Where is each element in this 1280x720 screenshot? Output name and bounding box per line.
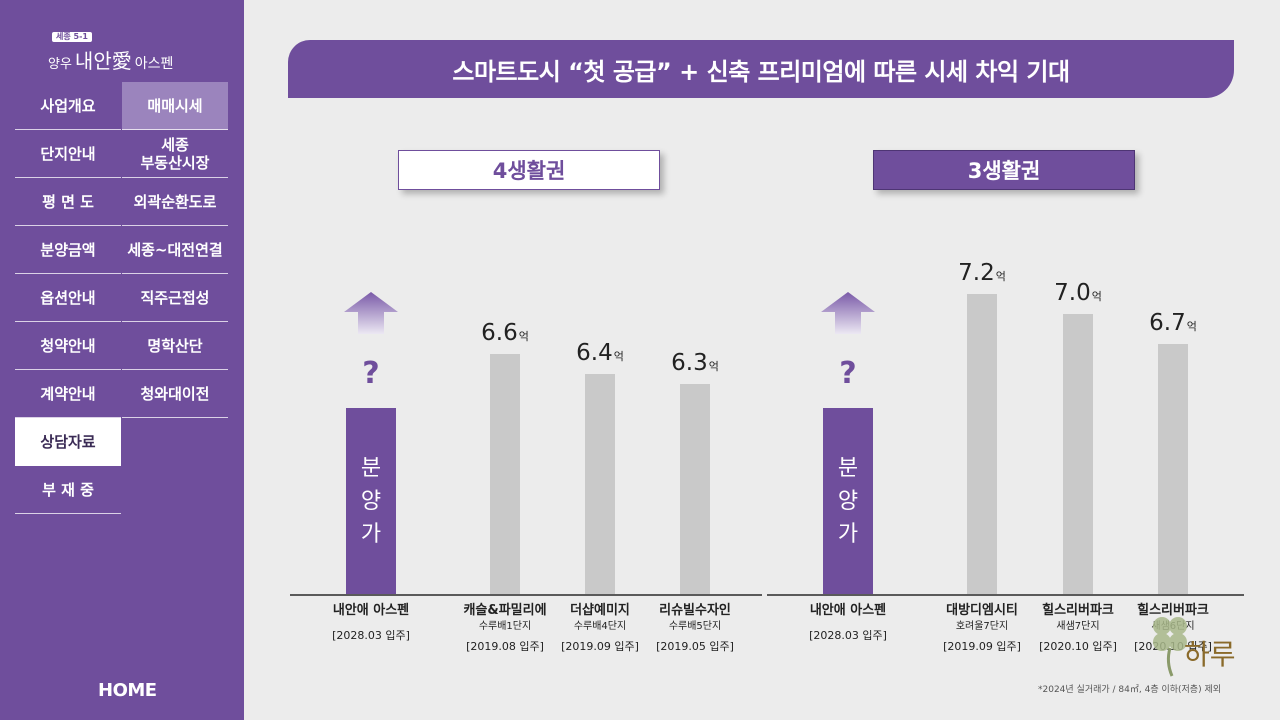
category-subname: 호려울7단지 (955, 621, 1009, 632)
nav-item-complex[interactable]: 단지안내 (15, 130, 121, 178)
category-subname: 수루배4단지 (573, 621, 627, 632)
hero-char: 가 (360, 521, 382, 547)
bar-value-label: 6.7억 (1149, 310, 1197, 336)
bar-value-label: 6.3억 (671, 350, 719, 376)
hero-char: 분 (837, 455, 859, 481)
bar-value-label: 7.0억 (1054, 280, 1102, 306)
move-in-date: [2020.10 입주] (1039, 640, 1117, 653)
category-label: 내안애 아스펜 [2028.03 입주] (316, 602, 426, 644)
nav-item-options[interactable]: 옵션안내 (15, 274, 121, 322)
move-in-date: [2019.08 입주] (466, 640, 544, 653)
move-in-date: [2019.09 입주] (943, 640, 1021, 653)
bar-2 (1063, 314, 1093, 594)
page-title: 스마트도시 “첫 공급” + 신축 프리미엄에 따른 시세 차익 기대 (288, 40, 1234, 98)
question-mark: ? (839, 356, 857, 391)
brand-logo[interactable]: 세종 5-1 양우 내안愛 아스펜 (48, 24, 173, 74)
nav-item-consulting[interactable]: 상담자료 (15, 418, 121, 466)
bar-2 (585, 374, 615, 594)
logo-text-c: 아스펜 (134, 56, 174, 72)
category-label: 내안애 아스펜 [2028.03 입주] (793, 602, 903, 644)
category-name: 힐스리버파크 (1042, 603, 1114, 618)
hero-char: 양 (837, 488, 859, 514)
nav-item-realestate[interactable]: 세종 부동산시장 (122, 130, 228, 178)
move-in-date: [2019.05 입주] (656, 640, 734, 653)
bar-value-label: 6.4억 (576, 340, 624, 366)
move-in-date: [2019.09 입주] (561, 640, 639, 653)
nav-item-contract[interactable]: 계약안내 (15, 370, 121, 418)
zone-3-header: 3생활권 (873, 150, 1135, 190)
category-subname: 수루배1단지 (478, 621, 532, 632)
category-name: 캐슬&파밀리에 (463, 603, 547, 618)
nav-item-price[interactable]: 분양금액 (15, 226, 121, 274)
category-name: 더샵예미지 (570, 603, 630, 618)
bar-3 (1158, 344, 1188, 594)
chart-baseline (290, 594, 762, 596)
nav-item-floorplan[interactable]: 평 면 도 (15, 178, 121, 226)
hero-char: 양 (360, 488, 382, 514)
logo-text-a: 양우 (48, 57, 72, 72)
move-in-date: [2028.03 입주] (332, 629, 410, 642)
bar-1 (967, 294, 997, 594)
sidebar: 세종 5-1 양우 내안愛 아스펜 사업개요 단지안내 평 면 도 분양금액 옵… (0, 0, 244, 720)
chart-baseline (767, 594, 1244, 596)
category-name: 내안애 아스펜 (809, 603, 887, 618)
bar-1 (490, 354, 520, 594)
question-mark: ? (362, 356, 380, 391)
bar-value-label: 7.2억 (958, 260, 1006, 286)
nav-item-ring-road[interactable]: 외곽순환도로 (122, 178, 228, 226)
category-name: 리슈빌수자인 (659, 603, 731, 618)
footnote: *2024년 실거래가 / 84㎡, 4층 이하(저층) 제외 (1038, 685, 1222, 695)
category-subname: 수루배5단지 (668, 621, 722, 632)
category-name: 대방디엠시티 (946, 603, 1018, 618)
bar-3 (680, 384, 710, 594)
zone-4-header: 4생활권 (398, 150, 660, 190)
nav-item-market-price[interactable]: 매매시세 (122, 82, 228, 130)
hero-char: 분 (360, 455, 382, 481)
nav-item-bluehouse[interactable]: 청와대이전 (122, 370, 228, 418)
nav-item-daejeon-link[interactable]: 세종~대전연결 (122, 226, 228, 274)
logo-text-b: 내안愛 (74, 49, 132, 73)
hero-char: 가 (837, 521, 859, 547)
nav-item-absence[interactable]: 부 재 중 (15, 466, 121, 514)
category-name: 내안애 아스펜 (332, 603, 410, 618)
nav-item-industrial[interactable]: 명학산단 (122, 322, 228, 370)
up-arrow-icon (821, 292, 875, 334)
haru-clover-logo: 하루 (1153, 617, 1236, 677)
home-button[interactable]: HOME (98, 680, 157, 701)
nav-item-overview[interactable]: 사업개요 (15, 82, 121, 130)
nav-item-proximity[interactable]: 직주근접성 (122, 274, 228, 322)
move-in-date: [2028.03 입주] (809, 629, 887, 642)
logo-badge: 세종 5-1 (52, 32, 92, 42)
nav-item-subscription[interactable]: 청약안내 (15, 322, 121, 370)
category-name: 힐스리버파크 (1137, 603, 1209, 618)
category-subname: 새샘7단지 (1056, 621, 1100, 632)
up-arrow-icon (344, 292, 398, 334)
bar-value-label: 6.6억 (481, 320, 529, 346)
brand-mark-text: 하루 (1184, 638, 1236, 671)
